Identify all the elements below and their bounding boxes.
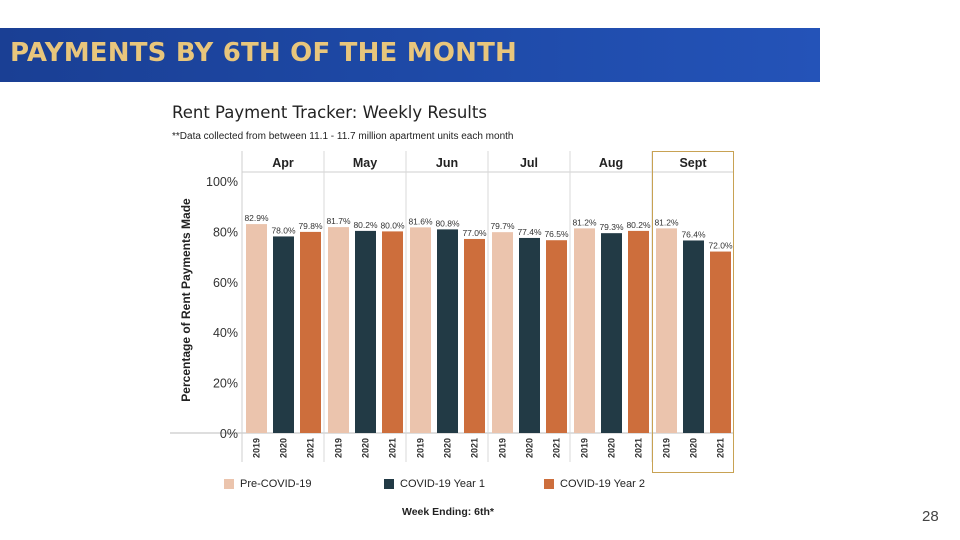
x-tick-label: 2019: [662, 438, 672, 458]
x-tick-label: 2020: [279, 438, 289, 458]
bar: [574, 228, 595, 433]
x-tick-label: 2020: [443, 438, 453, 458]
x-tick-label: 2020: [689, 438, 699, 458]
x-tick-label: 2020: [607, 438, 617, 458]
data-label: 78.0%: [271, 225, 296, 235]
data-label: 76.4%: [681, 229, 706, 239]
y-tick-label: 80%: [213, 225, 238, 239]
x-tick-label: 2021: [716, 438, 726, 458]
data-label: 80.2%: [353, 220, 378, 230]
data-label: 81.7%: [326, 216, 351, 226]
data-label: 81.6%: [408, 216, 433, 226]
legend-label: COVID-19 Year 2: [560, 478, 645, 490]
data-label: 79.7%: [490, 221, 515, 231]
x-tick-label: 2020: [361, 438, 371, 458]
category-label: Aug: [599, 156, 623, 170]
legend-label: COVID-19 Year 1: [400, 478, 485, 490]
x-tick-label: 2019: [252, 438, 262, 458]
x-axis-title: Week Ending: 6th*: [402, 506, 494, 518]
chart-subtitle: **Data collected from between 11.1 - 11.…: [172, 131, 514, 142]
title-banner: PAYMENTS BY 6TH OF THE MONTH: [0, 28, 820, 82]
data-label: 77.4%: [517, 227, 542, 237]
category-label: Sept: [679, 156, 707, 170]
slide-title: PAYMENTS BY 6TH OF THE MONTH: [10, 38, 518, 68]
legend-swatch: [224, 479, 234, 489]
x-tick-label: 2019: [580, 438, 590, 458]
bar: [656, 228, 677, 433]
category-label: May: [353, 156, 377, 170]
y-axis-title: Percentage of Rent Payments Made: [179, 198, 193, 402]
legend-label: Pre-COVID-19: [240, 478, 312, 490]
data-label: 72.0%: [708, 241, 733, 251]
x-tick-label: 2019: [416, 438, 426, 458]
bar: [683, 240, 704, 433]
x-tick-label: 2021: [634, 438, 644, 458]
bar: [628, 230, 649, 433]
legend-item-covid-year-2: COVID-19 Year 2: [544, 478, 645, 490]
bar: [273, 236, 294, 433]
x-tick-label: 2021: [388, 438, 398, 458]
data-label: 79.3%: [599, 222, 624, 232]
y-tick-label: 40%: [213, 326, 238, 340]
x-tick-label: 2019: [498, 438, 508, 458]
bar: [464, 238, 485, 433]
page-number: 28: [922, 508, 939, 525]
legend-item-pre-covid: Pre-COVID-19: [224, 478, 312, 490]
bar: [437, 229, 458, 433]
bar: [355, 230, 376, 433]
bar: [300, 231, 321, 433]
data-label: 80.8%: [435, 218, 460, 228]
bar: [492, 232, 513, 433]
bar: [601, 233, 622, 433]
data-label: 79.8%: [298, 221, 323, 231]
category-label: Jun: [436, 156, 458, 170]
chart-title: Rent Payment Tracker: Weekly Results: [172, 103, 487, 122]
x-tick-label: 2021: [552, 438, 562, 458]
x-tick-label: 2021: [306, 438, 316, 458]
bar: [546, 240, 567, 433]
data-label: 81.2%: [572, 217, 597, 227]
data-label: 76.5%: [544, 229, 569, 239]
chart-legend: Pre-COVID-19 COVID-19 Year 1 COVID-19 Ye…: [224, 478, 704, 494]
category-label: Jul: [520, 156, 538, 170]
data-label: 80.2%: [626, 220, 651, 230]
bar: [519, 237, 540, 433]
category-label: Apr: [272, 156, 294, 170]
data-label: 81.2%: [654, 217, 679, 227]
bar: [328, 227, 349, 433]
x-tick-label: 2019: [334, 438, 344, 458]
bar: [410, 227, 431, 433]
data-label: 82.9%: [244, 213, 269, 223]
y-tick-label: 100%: [206, 175, 238, 189]
data-label: 77.0%: [462, 228, 487, 238]
data-label: 80.0%: [380, 220, 405, 230]
y-tick-label: 0%: [220, 427, 238, 441]
legend-swatch: [384, 479, 394, 489]
x-tick-label: 2021: [470, 438, 480, 458]
highlight-box: [652, 151, 734, 473]
bar: [710, 251, 731, 433]
bar: [382, 231, 403, 433]
bar: [246, 224, 267, 433]
y-tick-label: 60%: [213, 276, 238, 290]
x-tick-label: 2020: [525, 438, 535, 458]
legend-swatch: [544, 479, 554, 489]
y-tick-label: 20%: [213, 377, 238, 391]
legend-item-covid-year-1: COVID-19 Year 1: [384, 478, 485, 490]
